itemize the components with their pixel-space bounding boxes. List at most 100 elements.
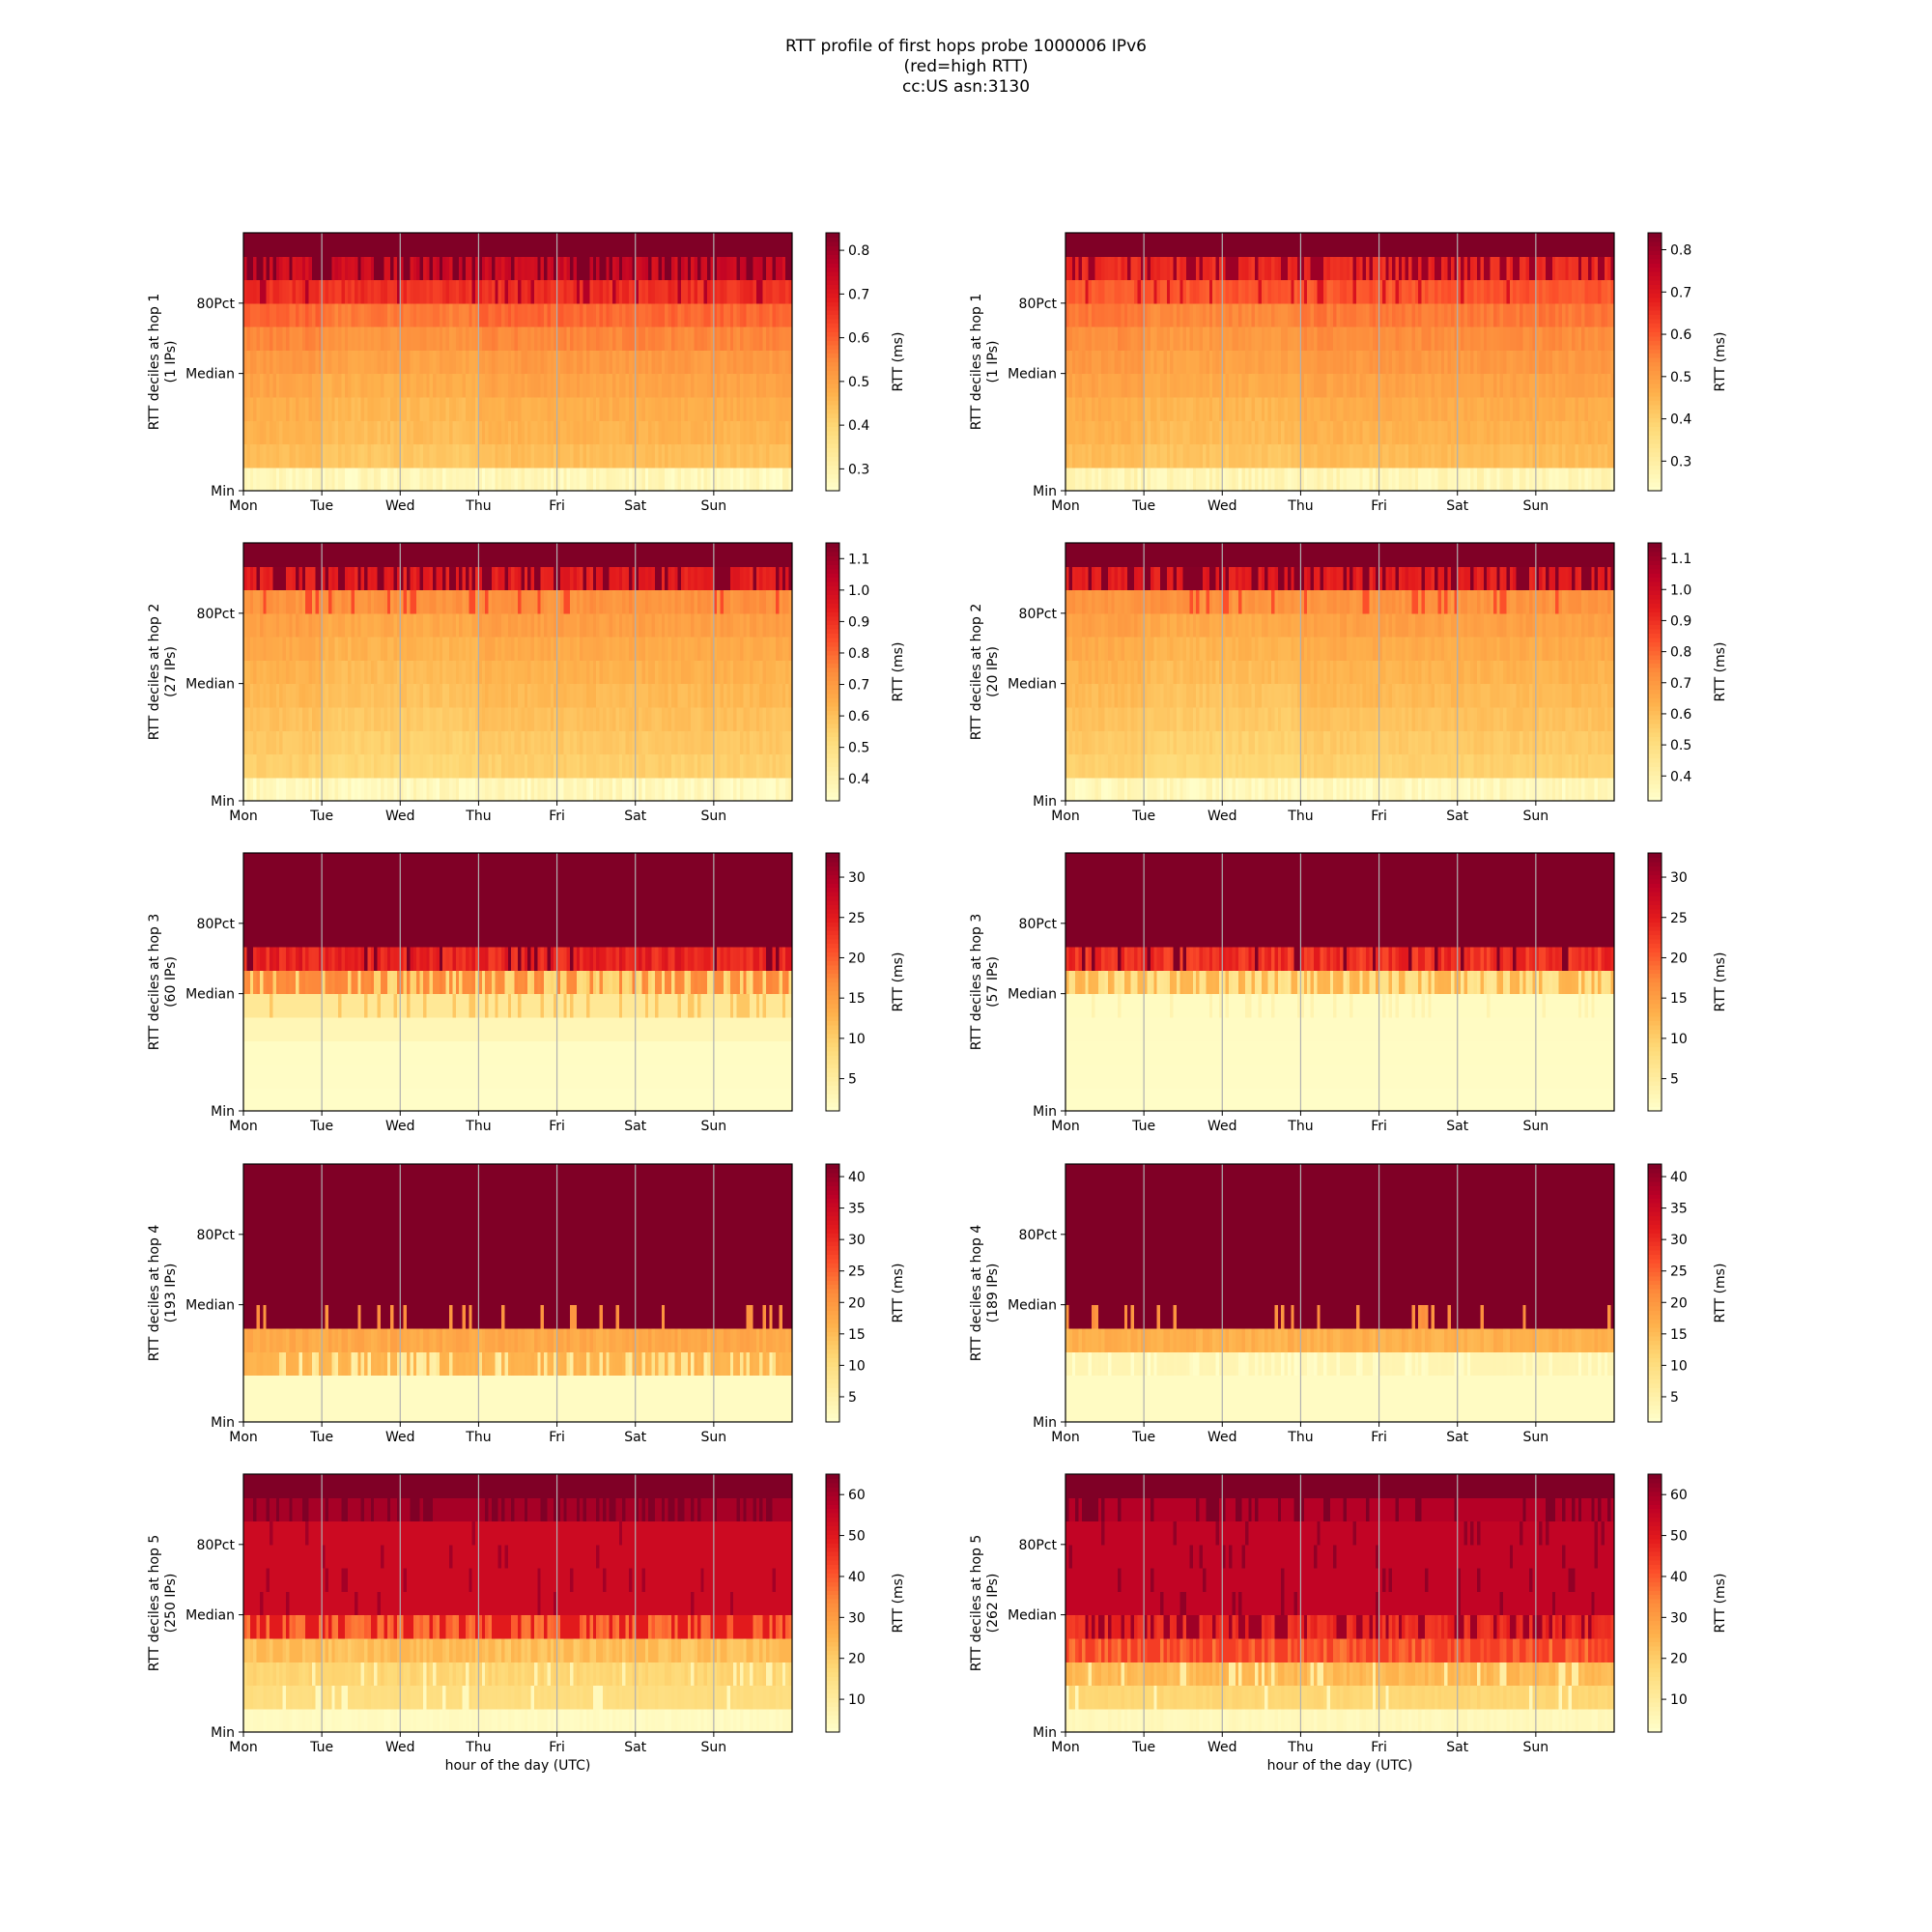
- heatmap-cell: [433, 302, 438, 327]
- heatmap-cell: [301, 350, 306, 375]
- heatmap-cell: [270, 327, 274, 351]
- heatmap-cell: [433, 443, 438, 469]
- heatmap-cell: [367, 443, 372, 469]
- heatmap-cell: [327, 637, 332, 661]
- heatmap-cell: [554, 443, 558, 469]
- heatmap-cell: [377, 420, 382, 445]
- heatmap-cell: [243, 467, 247, 492]
- heatmap-cell: [670, 420, 675, 445]
- heatmap-cell: [318, 350, 323, 375]
- heatmap-cell: [354, 467, 358, 492]
- heatmap-cell: [566, 467, 571, 492]
- heatmap-cell: [530, 233, 535, 257]
- colorbar-segment: [1648, 374, 1662, 380]
- heatmap-cell: [370, 420, 375, 445]
- heatmap-cell: [292, 420, 297, 445]
- heatmap-cell: [266, 373, 270, 398]
- heatmap-cell: [370, 327, 375, 351]
- heatmap-cell: [547, 373, 552, 398]
- heatmap-cell: [396, 443, 401, 469]
- heatmap-cell: [507, 373, 512, 398]
- heatmap-cell: [364, 373, 369, 398]
- heatmap-cell: [429, 589, 434, 614]
- heatmap-cell: [370, 443, 375, 469]
- heatmap-cell: [449, 443, 453, 469]
- colorbar-segment: [1648, 439, 1662, 444]
- colorbar-segment: [1648, 288, 1662, 294]
- heatmap-cell: [1251, 420, 1256, 445]
- heatmap-cell: [426, 443, 431, 469]
- heatmap-cell: [419, 396, 424, 421]
- colorbar-segment: [826, 387, 839, 393]
- heatmap-cell: [270, 256, 274, 281]
- heatmap-cell: [547, 396, 552, 421]
- heatmap-cell: [485, 350, 490, 375]
- heatmap-cell: [566, 396, 571, 421]
- heatmap-cell: [305, 279, 310, 304]
- colorbar-segment: [826, 267, 839, 272]
- heatmap-cell: [478, 420, 483, 445]
- heatmap-cell: [292, 373, 297, 398]
- heatmap-cell: [452, 396, 457, 421]
- heatmap-cell: [527, 443, 532, 469]
- heatmap-cell: [259, 683, 264, 708]
- heatmap-cell: [292, 233, 297, 257]
- heatmap-cell: [289, 420, 294, 445]
- heatmap-cell: [412, 350, 417, 375]
- heatmap-cell: [259, 327, 264, 351]
- colorbar-segment: [1648, 465, 1662, 470]
- colorbar-segment: [1648, 267, 1662, 272]
- heatmap-cell: [331, 396, 336, 421]
- heatmap-cell: [279, 373, 284, 398]
- heatmap-cell: [452, 279, 457, 304]
- heatmap-cell: [312, 373, 316, 398]
- heatmap-cell: [507, 443, 512, 469]
- colorbar-segment: [1648, 421, 1662, 427]
- heatmap-cell: [488, 327, 493, 351]
- heatmap-cell: [292, 327, 297, 351]
- heatmap-cell: [426, 279, 431, 304]
- heatmap-cell: [1424, 443, 1429, 469]
- heatmap-cell: [1251, 350, 1256, 375]
- heatmap-cell: [1251, 327, 1256, 351]
- heatmap-cell: [412, 233, 417, 257]
- heatmap-cell: [514, 467, 519, 492]
- heatmap-cell: [360, 233, 365, 257]
- heatmap-cell: [544, 279, 549, 304]
- heatmap-cell: [266, 233, 270, 257]
- heatmap-cell: [416, 420, 421, 445]
- heatmap-cell: [410, 443, 414, 469]
- heatmap-cell: [478, 327, 483, 351]
- heatmap-cell: [518, 467, 522, 492]
- heatmap-cell: [547, 443, 552, 469]
- heatmap-cell: [396, 327, 401, 351]
- heatmap-cell: [1081, 396, 1086, 421]
- heatmap-cell: [315, 279, 320, 304]
- heatmap-cell: [504, 350, 509, 375]
- heatmap-cell: [521, 443, 526, 469]
- heatmap-cell: [1182, 302, 1187, 327]
- heatmap-cell: [327, 443, 332, 469]
- heatmap-cell: [772, 302, 777, 327]
- heatmap-cell: [263, 443, 268, 469]
- colorbar-segment: [1648, 456, 1662, 462]
- heatmap-cell: [530, 420, 535, 445]
- heatmap-cell: [491, 279, 496, 304]
- heatmap-cell: [263, 467, 268, 492]
- colorbar-segment: [1648, 370, 1662, 376]
- heatmap-cells: [1065, 233, 1615, 492]
- heatmap-cell: [263, 396, 268, 421]
- heatmap-cell: [533, 350, 538, 375]
- heatmap-cell: [292, 443, 297, 469]
- heatmap-cell: [318, 279, 323, 304]
- heatmap-cell: [429, 256, 434, 281]
- heatmap-cell: [351, 279, 355, 304]
- heatmap-cell: [331, 279, 336, 304]
- heatmap-cell: [259, 279, 264, 304]
- heatmap-cell: [259, 589, 264, 614]
- heatmap-cell: [540, 467, 545, 492]
- heatmap-cell: [547, 279, 552, 304]
- heatmap-cell: [554, 279, 558, 304]
- heatmap-cell: [459, 279, 464, 304]
